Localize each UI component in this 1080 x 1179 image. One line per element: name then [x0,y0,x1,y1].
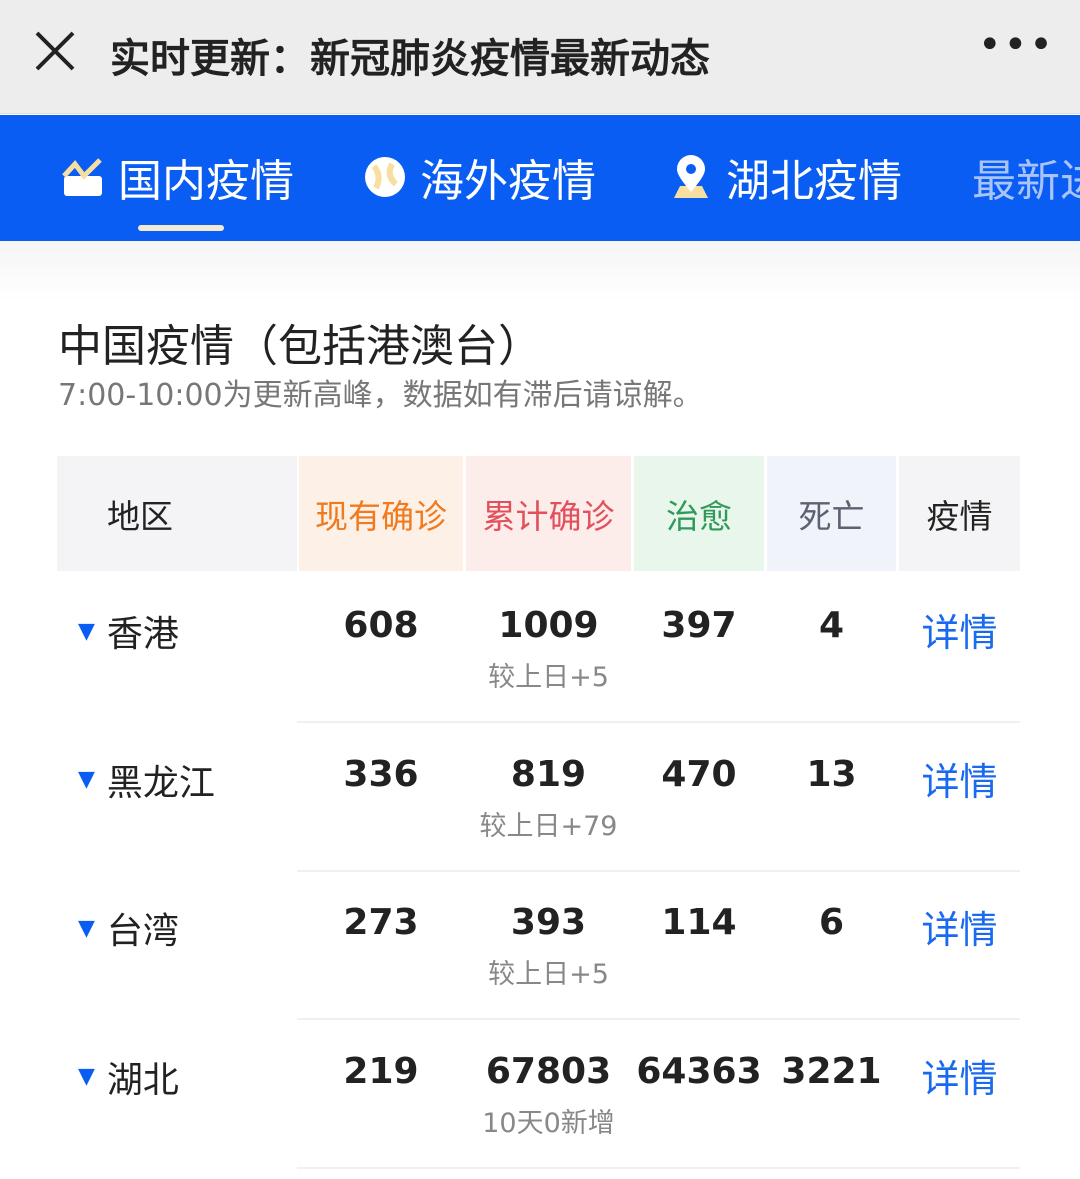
tab-overseas[interactable]: 海外疫情 [362,145,596,209]
total-confirmed: 819 [510,753,587,795]
region-name: 香港 [106,614,179,655]
region-name: 黑龙江 [106,762,215,804]
tab-hubei[interactable]: 湖北疫情 [668,145,902,209]
total-confirmed: 67803 [485,1050,612,1092]
detail-link[interactable]: 详情 [921,611,998,655]
current-confirmed: 336 [343,753,419,795]
total-change-note: 较上日+5 [488,959,609,990]
tab-label: 国内疫情 [118,156,294,207]
active-tab-indicator [138,225,224,231]
detail-link[interactable]: 详情 [921,1056,998,1101]
section-subtitle: 7:00-10:00为更新高峰，数据如有滞后请谅解。 [58,378,703,413]
region-toggle[interactable]: ▼ 台湾 [78,902,179,954]
detail-link[interactable]: 详情 [921,908,998,952]
death-count: 6 [818,902,845,943]
triangle-down-icon: ▼ [78,767,95,792]
total-confirmed: 393 [510,902,587,943]
current-confirmed: 273 [343,902,419,943]
region-name: 湖北 [106,1059,179,1101]
header-region: 地区 [57,456,297,571]
tab-label: 海外疫情 [420,156,596,207]
cured-count: 114 [661,902,737,943]
triangle-down-icon: ▼ [78,915,95,941]
total-confirmed: 1009 [498,605,599,646]
region-toggle[interactable]: ▼ 香港 [78,605,179,657]
header-current: 现有确诊 [299,456,463,571]
total-change-note: 较上日+79 [479,810,618,842]
tab-label: 湖北疫情 [726,156,902,207]
region-toggle[interactable]: ▼ 黑龙江 [78,754,215,806]
more-icon[interactable]: ••• [978,22,1055,68]
triangle-down-icon: ▼ [78,618,95,644]
chart-icon [62,158,102,196]
total-change-note: 较上日+5 [488,662,609,693]
header-cured: 治愈 [634,456,764,571]
triangle-down-icon: ▼ [78,1064,95,1089]
page-title: 实时更新：新冠肺炎疫情最新动态 [110,36,710,82]
tab-label: 最新进 [972,156,1080,207]
tab-domestic[interactable]: 国内疫情 [60,145,294,209]
detail-link[interactable]: 详情 [921,759,998,804]
row-divider [297,1018,1020,1020]
death-count: 3221 [781,1050,882,1092]
row-divider [297,869,1020,872]
cured-count: 64363 [636,1050,762,1092]
globe-icon [365,157,405,197]
death-count: 4 [818,605,845,646]
header-detail: 疫情 [899,456,1020,571]
location-pin-icon [674,155,708,198]
row-divider [297,721,1020,723]
section-title: 中国疫情（包括港澳台） [58,321,542,372]
close-icon[interactable] [34,30,76,72]
current-confirmed: 219 [343,1050,419,1092]
title-bar: 实时更新：新冠肺炎疫情最新动态 ••• [0,0,1080,114]
tab-bar: 国内疫情 海外疫情 湖北疫情 最新进 [0,115,1080,241]
region-toggle[interactable]: ▼ 湖北 [78,1051,179,1103]
death-count: 13 [806,753,857,795]
cured-count: 397 [661,605,737,646]
current-confirmed: 608 [343,605,419,646]
tab-latest[interactable]: 最新进 [972,145,1080,209]
content-area [0,241,1080,1179]
row-divider [297,1166,1020,1169]
total-change-note: 10天0新增 [482,1107,615,1139]
header-death: 死亡 [767,456,896,571]
cured-count: 470 [661,753,737,795]
header-total: 累计确诊 [466,456,631,571]
region-name: 台湾 [106,911,179,952]
